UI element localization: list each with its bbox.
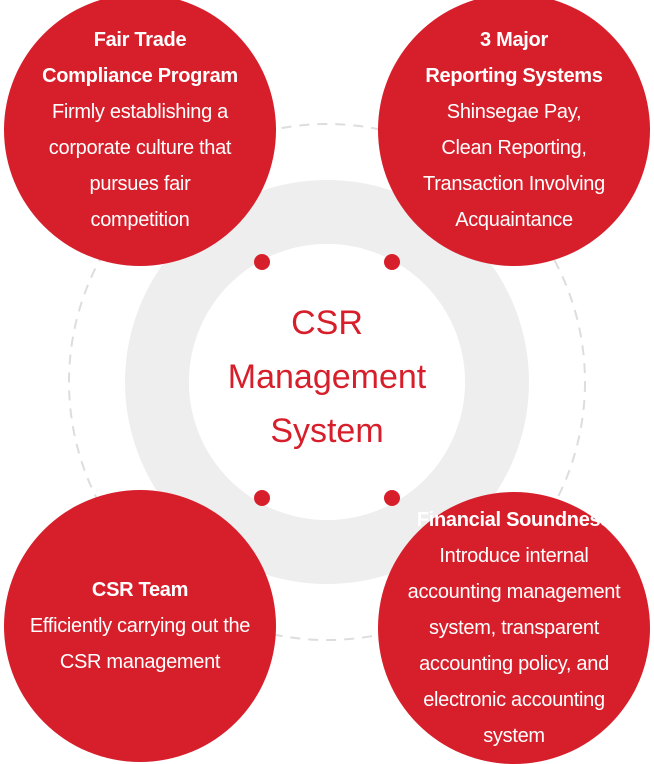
circle-title-line: Fair Trade <box>93 29 187 51</box>
center-title: CSR Management System <box>197 296 457 458</box>
circle-desc-line: competition <box>90 209 190 231</box>
center-title-line: CSR <box>291 304 363 342</box>
circle-desc-line: CSR management <box>59 651 221 673</box>
circle-title-line: Reporting Systems <box>425 65 603 87</box>
circle-desc-line: Shinsegae Pay, <box>446 101 582 123</box>
circle-desc-line: Transaction Involving <box>423 173 605 195</box>
circle-desc-line: accounting management <box>407 581 621 603</box>
center-title-line: Management <box>227 358 427 396</box>
circle-title-line: Compliance Program <box>42 65 238 87</box>
financial-soundness-circle: Financial Soundness Introduce internal a… <box>378 492 650 764</box>
circle-desc-line: Firmly establishing a <box>52 101 228 123</box>
connector-dot-top-left <box>254 254 270 270</box>
reporting-systems-circle: 3 Major Reporting Systems Shinsegae Pay,… <box>378 0 650 266</box>
circle-desc-line: accounting policy, and <box>419 653 609 675</box>
circle-desc-line: system <box>483 725 545 747</box>
inner-white-circle <box>189 244 465 520</box>
circle-desc-line: Efficiently carrying out the <box>29 615 251 637</box>
fair-trade-compliance-circle: Fair Trade Compliance Program Firmly est… <box>4 0 276 266</box>
center-title-line: System <box>270 412 384 450</box>
outer-dashed-ring <box>68 123 586 641</box>
connector-dot-bottom-right <box>384 490 400 506</box>
circle-title-line: Financial Soundness <box>416 509 612 531</box>
circle-desc-line: system, transparent <box>429 617 599 639</box>
circle-title-line: CSR Team <box>91 579 189 601</box>
circle-desc-line: Acquaintance <box>455 209 573 231</box>
connector-dot-top-right <box>384 254 400 270</box>
gray-ring <box>125 180 529 584</box>
circle-desc-line: Introduce internal <box>439 545 589 567</box>
circle-desc-line: corporate culture that <box>48 137 232 159</box>
circle-desc-line: electronic accounting <box>423 689 605 711</box>
circle-desc-line: Clean Reporting, <box>441 137 587 159</box>
circle-desc-line: pursues fair <box>89 173 191 195</box>
circle-title-line: 3 Major <box>480 29 548 51</box>
connector-dot-bottom-left <box>254 490 270 506</box>
csr-team-circle: CSR Team Efficiently carrying out the CS… <box>4 490 276 762</box>
